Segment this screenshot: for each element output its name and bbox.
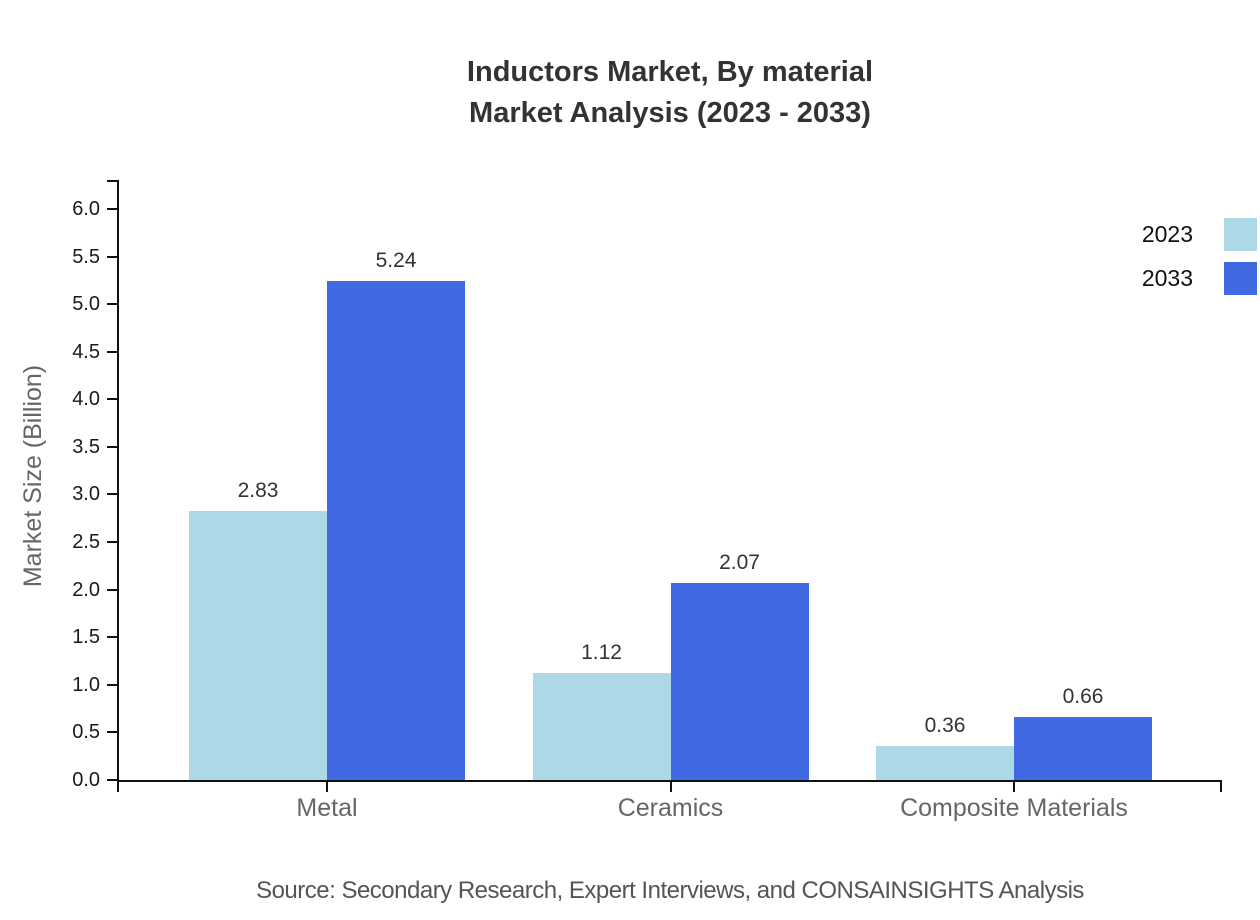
legend-label-2033: 2033 — [1141, 265, 1193, 291]
category-label: Composite Materials — [900, 794, 1128, 822]
y-tick — [107, 779, 117, 781]
bar-2023-composite-materials — [876, 745, 1014, 780]
y-axis-top-cap — [107, 180, 117, 182]
category-label: Metal — [296, 794, 358, 822]
bar-value-label: 0.36 — [924, 713, 966, 737]
y-tick — [107, 588, 117, 591]
legend-swatch-2033 — [1224, 262, 1257, 295]
bar-value-label: 2.83 — [237, 478, 279, 502]
x-tick — [669, 780, 672, 792]
y-tick-label: 0.5 — [72, 721, 100, 744]
y-axis-title: Market Size (Billion) — [19, 364, 47, 588]
bar-2023-ceramics — [532, 673, 671, 780]
bar-2023-metal — [189, 510, 327, 780]
x-axis-end-cap — [1220, 780, 1222, 792]
bar-value-label: 2.07 — [719, 550, 760, 574]
y-tick-label: 4.5 — [72, 340, 100, 363]
legend-label-2023: 2023 — [1141, 221, 1193, 247]
y-tick-label: 0.0 — [72, 769, 100, 791]
y-axis-line — [117, 180, 119, 792]
y-tick-label: 4.0 — [72, 388, 100, 411]
y-tick-label: 2.5 — [72, 531, 100, 554]
y-tick-label: 6.0 — [72, 197, 100, 220]
bar-value-label: 5.24 — [375, 249, 417, 273]
source-text: Source: Secondary Research, Expert Inter… — [256, 877, 1084, 904]
chart-title: Inductors Market, By material Market Ana… — [80, 52, 1260, 134]
y-tick-label: 3.0 — [72, 483, 100, 506]
y-tick-label: 1.5 — [72, 626, 100, 649]
bar-value-label: 1.12 — [581, 641, 622, 665]
bar-2033-metal — [327, 281, 465, 780]
chart-title-line2: Market Analysis (2023 - 2033) — [469, 97, 871, 129]
bar-value-label: 0.66 — [1062, 685, 1104, 709]
y-tick — [107, 350, 117, 353]
y-tick-label: 2.0 — [72, 578, 100, 601]
y-tick — [107, 303, 117, 306]
legend-swatch-2023 — [1224, 218, 1257, 251]
y-tick — [107, 207, 117, 210]
y-tick — [107, 493, 117, 496]
chart-title-line1: Inductors Market, By material — [466, 56, 874, 88]
y-tick — [107, 636, 117, 639]
y-tick — [107, 731, 117, 734]
y-tick — [107, 445, 117, 448]
y-tick — [107, 398, 117, 401]
y-tick-label: 1.0 — [72, 673, 100, 696]
bar-2033-composite-materials — [1014, 717, 1152, 780]
y-tick — [107, 683, 117, 686]
y-tick — [107, 541, 117, 544]
x-tick — [326, 780, 328, 792]
y-tick-label: 5.0 — [72, 293, 100, 316]
x-tick — [1013, 780, 1015, 792]
bar-2033-ceramics — [670, 582, 809, 780]
y-tick — [107, 255, 117, 258]
y-tick-label: 3.5 — [72, 435, 100, 458]
category-label: Ceramics — [617, 794, 724, 822]
y-tick-label: 5.5 — [72, 245, 100, 268]
